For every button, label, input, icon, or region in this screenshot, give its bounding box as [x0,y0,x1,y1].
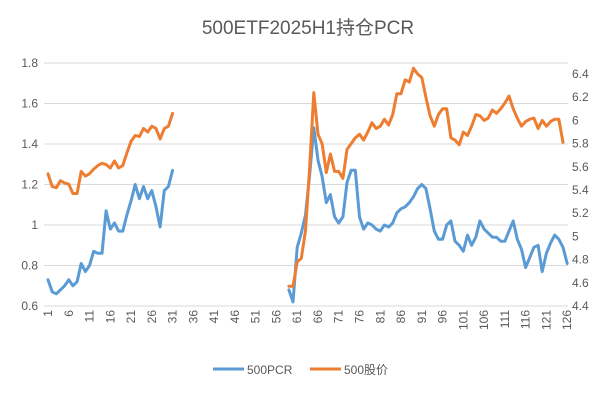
legend-label-500pcr: 500PCR [247,363,293,377]
series-line-500-price [287,66,565,288]
x-tick-label: 16 [103,310,117,324]
series-line-500pcr [287,126,569,304]
y-right-tick-label: 6.4 [572,67,589,81]
y-left-tick-label: 0.6 [21,299,38,313]
x-tick-label: 101 [456,310,470,330]
y-right-tick-label: 4.4 [572,299,589,313]
line-chart: 500ETF2025H1持仓PCR 0.6 0.8 1 1.2 1.4 1.6 1.8 4.… [21,17,589,377]
x-tick-label: 116 [519,310,533,329]
x-tick-label: 46 [228,310,242,324]
x-tick-label: 86 [394,310,408,324]
x-tick-label: 106 [477,310,491,330]
y-left-tick-label: 0.8 [21,259,38,273]
y-left-tick-label: 1.2 [21,178,38,192]
x-tick-label: 111 [498,310,512,329]
y-right-tick-label: 6.2 [572,90,589,104]
y-left-tick-label: 1 [31,218,38,232]
x-tick-label: 126 [560,310,574,330]
x-tick-label: 66 [311,310,325,324]
x-tick-label: 31 [166,310,180,324]
x-tick-label: 11 [83,310,97,323]
x-tick-label: 91 [415,310,429,324]
x-tick-label: 26 [145,310,159,324]
x-tick-label: 121 [539,310,553,330]
chart-area[interactable]: 500ETF2025H1持仓PCR 0.6 0.8 1 1.2 1.4 1.6 1.8 4.… [6,0,604,403]
y-right-tick-label: 4.8 [572,253,589,267]
y-right-tick-label: 5.6 [572,160,589,174]
x-tick-label: 51 [249,310,263,324]
chart-title: 500ETF2025H1持仓PCR [202,17,414,39]
y-right-tick-label: 5 [572,229,579,243]
x-tick-label: 71 [332,310,346,324]
x-tick-label: 61 [290,310,304,324]
legend-label-500-price: 500股价 [344,363,388,377]
series-line-500pcr [46,168,175,296]
y-right-tick-label: 4.6 [572,276,589,290]
series-line-500-price [46,111,175,195]
y-left-tick-label: 1.8 [21,56,38,70]
x-tick-label: 36 [186,310,200,324]
y-left-tick-label: 1.4 [21,137,38,151]
x-tick-label: 6 [62,310,76,317]
legend: 500PCR 500股价 [213,363,388,377]
x-tick-label: 41 [207,310,221,324]
y-right-tick-label: 5.2 [572,206,589,220]
x-tick-label: 96 [436,310,450,324]
y-right-tick-label: 5.4 [572,183,589,197]
x-tick-label: 76 [352,310,366,324]
x-tick-label: 81 [373,310,387,324]
y-left-tick-label: 1.6 [21,97,38,111]
x-tick-label: 56 [269,310,283,324]
y-right-tick-label: 5.8 [572,137,589,151]
x-tick-label: 21 [124,310,138,324]
y-right-tick-label: 6 [572,113,579,127]
x-tick-label: 1 [41,310,55,317]
